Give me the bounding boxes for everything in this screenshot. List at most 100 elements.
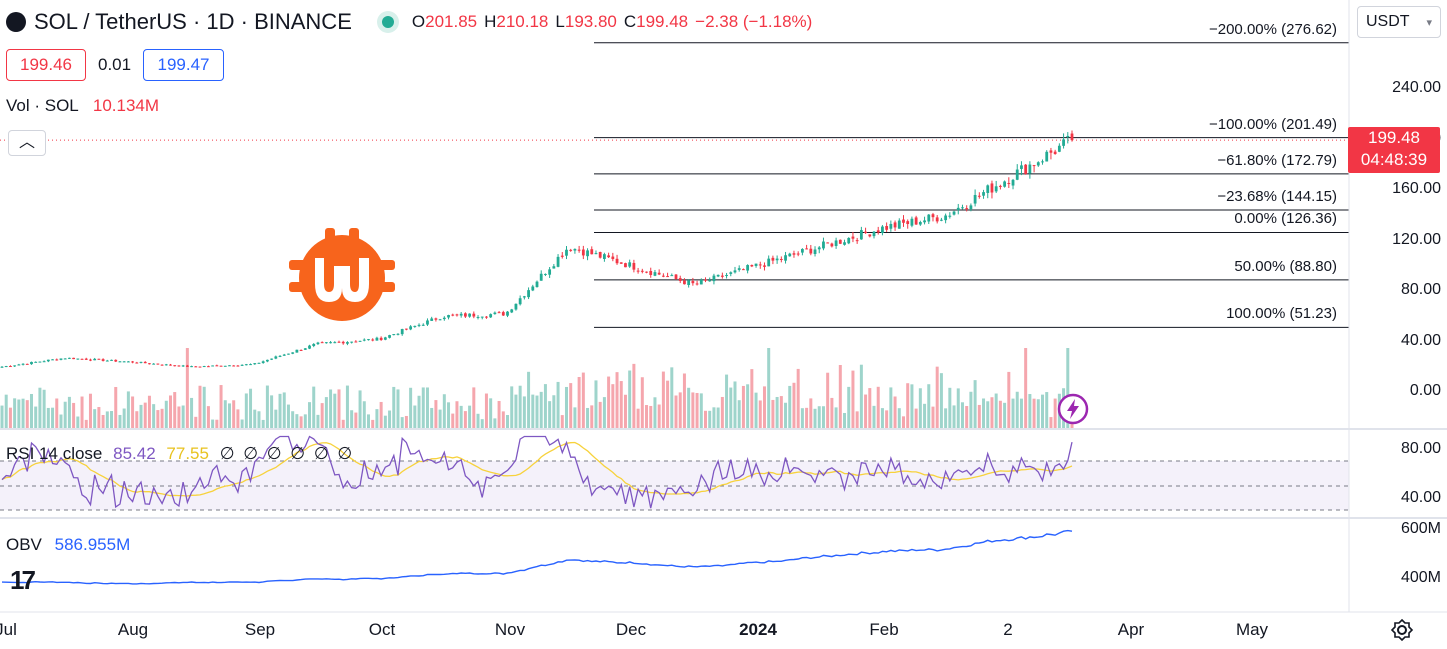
candle-body [544, 273, 547, 275]
volume-bar [442, 394, 446, 428]
volume-bar [101, 414, 105, 428]
volume-bar [257, 411, 261, 428]
price-axis-label: 80.00 [1400, 281, 1441, 298]
volume-bar [122, 408, 126, 428]
candle-body [84, 358, 88, 360]
candle-body [1011, 179, 1015, 186]
candle-body [287, 353, 290, 355]
candle-body [89, 359, 92, 361]
candle-body [413, 325, 417, 327]
candle-body [935, 217, 939, 222]
volume-bar [901, 416, 905, 428]
volume-bar [371, 419, 375, 428]
candle-body [261, 361, 265, 363]
volume-bar [704, 410, 708, 428]
volume-bar [253, 409, 257, 428]
volume-bar [872, 405, 876, 428]
time-axis-label: 2024 [739, 620, 777, 639]
bar-countdown: 04:48:39 [1360, 150, 1428, 169]
volume-bar [383, 415, 387, 428]
volume-bar [286, 404, 290, 428]
candle-body [72, 357, 76, 360]
candle-body [1024, 164, 1028, 174]
candle-body [716, 274, 720, 277]
sell-price-button[interactable]: 199.46 [6, 49, 86, 81]
currency-select[interactable]: USDT ▾ [1357, 6, 1441, 38]
volume-bar [21, 398, 25, 428]
gear-icon[interactable] [1390, 618, 1414, 642]
candle-body [640, 270, 644, 272]
volume-bar [194, 416, 198, 428]
candle-body [350, 341, 354, 343]
volume-bar [185, 348, 189, 428]
candle-body [754, 263, 758, 266]
candle-body [645, 271, 648, 273]
volume-legend: Vol · SOL 10.134M [6, 96, 159, 116]
candle-body [817, 247, 821, 250]
candle-body [46, 359, 50, 362]
lightning-icon[interactable] [1057, 393, 1089, 425]
candle-body [480, 316, 484, 318]
price-change: −2.38 (−1.18%) [695, 12, 813, 31]
volume-bar [1045, 392, 1049, 428]
volume-bar [312, 386, 316, 428]
candle-body [889, 223, 893, 229]
candle-body [291, 352, 295, 354]
volume-bar [535, 395, 539, 428]
rsi-empty-values: ∅ ∅ ∅ ∅ ∅ ∅ [219, 444, 355, 463]
obv-axis-400m: 400M [1400, 569, 1441, 586]
ohlc-high: H210.18 [484, 12, 549, 31]
volume-bar [354, 412, 358, 428]
candle-body [447, 315, 450, 318]
volume-bar [569, 383, 573, 428]
candle-body [556, 256, 560, 267]
chevron-up-icon: ︿ [18, 134, 35, 151]
candle-body [822, 241, 825, 249]
candle-body [965, 208, 969, 210]
candle-body [687, 280, 691, 286]
volume-bar [147, 395, 151, 428]
rsi-axis-40: 40.00 [1400, 489, 1441, 506]
fib-retracement-lines [0, 42, 1349, 328]
volume-bar [750, 369, 754, 428]
last-price-value: 199.48 [1368, 128, 1420, 147]
candle-body [758, 264, 762, 266]
candle-body [531, 286, 535, 291]
volume-bar [4, 394, 8, 428]
tradingview-logo-icon[interactable]: 17 [10, 565, 36, 595]
candle-body [51, 359, 54, 361]
candle-body [560, 255, 564, 257]
volume-bar [855, 411, 859, 428]
candle-body [952, 211, 956, 215]
volume-bar [152, 404, 156, 428]
candle-body [729, 272, 733, 274]
volume-bar [135, 411, 139, 428]
volume-bar [38, 387, 42, 428]
volume-bar [977, 404, 981, 428]
candle-body [998, 185, 1002, 187]
candle-body [223, 365, 227, 367]
rsi-line [1, 435, 1073, 509]
symbol-title[interactable]: SOL / TetherUS · 1D · BINANCE [34, 9, 352, 34]
candle-body [510, 309, 514, 313]
volume-bar [876, 386, 880, 428]
candle-body [295, 349, 299, 353]
volume-bar [455, 401, 459, 428]
candle-body [1062, 139, 1065, 146]
candle-body [691, 281, 695, 284]
volume-bar [131, 396, 135, 428]
volume-bar [76, 416, 80, 428]
candle-body [948, 215, 952, 217]
candle-body [139, 361, 143, 363]
volume-bar [493, 418, 497, 428]
volume-bar [409, 387, 413, 428]
volume-bar [164, 400, 168, 428]
volume-bar [965, 406, 969, 428]
volume-bar [623, 394, 627, 428]
volume-bar [303, 414, 307, 428]
collapse-legend-button[interactable]: ︿ [8, 130, 46, 156]
candle-body [539, 273, 543, 281]
candle-body [577, 249, 581, 251]
buy-price-button[interactable]: 199.47 [143, 49, 224, 81]
